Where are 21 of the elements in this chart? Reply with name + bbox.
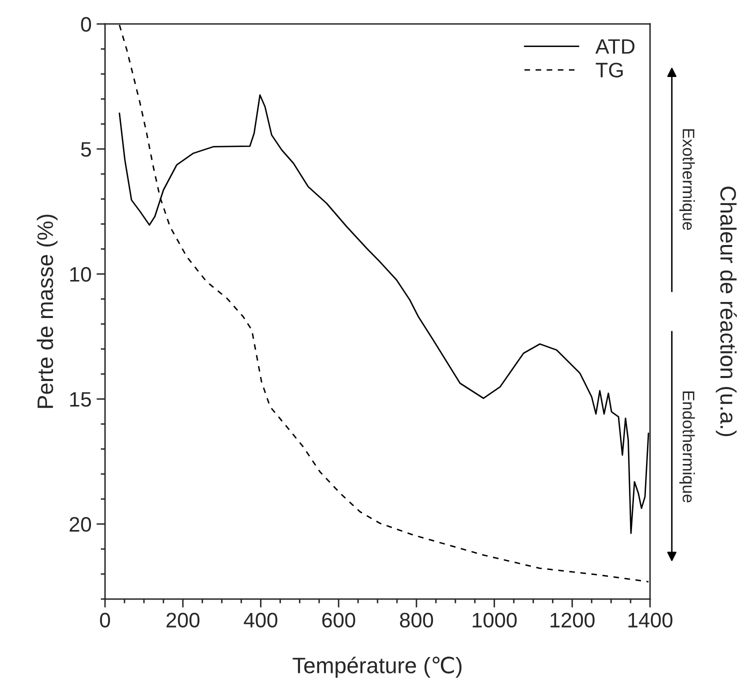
legend-label: TG <box>596 62 623 78</box>
y-axis-title: Perte de masse (%) <box>36 214 58 408</box>
y-tick-label: 10 <box>70 267 92 282</box>
line-series <box>118 24 650 582</box>
x-tick-label: 1200 <box>550 612 595 628</box>
y-tick-label: 0 <box>81 16 92 32</box>
text: Endothermique <box>679 391 695 502</box>
text: Exothermique <box>679 129 695 230</box>
x-tick-label: 0 <box>100 612 110 628</box>
x-tick-label: 400 <box>244 612 278 628</box>
x-tick-label: 1000 <box>472 612 517 628</box>
y-tick-label: 20 <box>70 517 92 532</box>
legend-label: ATD <box>595 39 634 54</box>
x-tick-label: 200 <box>166 612 200 628</box>
x-tick-label: 600 <box>322 612 356 628</box>
y-tick-label: 5 <box>81 142 91 157</box>
x-tick-label: 800 <box>400 612 434 628</box>
x-axis-title: Température (℃) <box>292 656 462 678</box>
y2-axis-title: Chaleur de réaction (u.a.) <box>716 186 737 436</box>
x-tick-label: 1400 <box>628 612 672 628</box>
y-tick-label: 15 <box>70 392 91 407</box>
